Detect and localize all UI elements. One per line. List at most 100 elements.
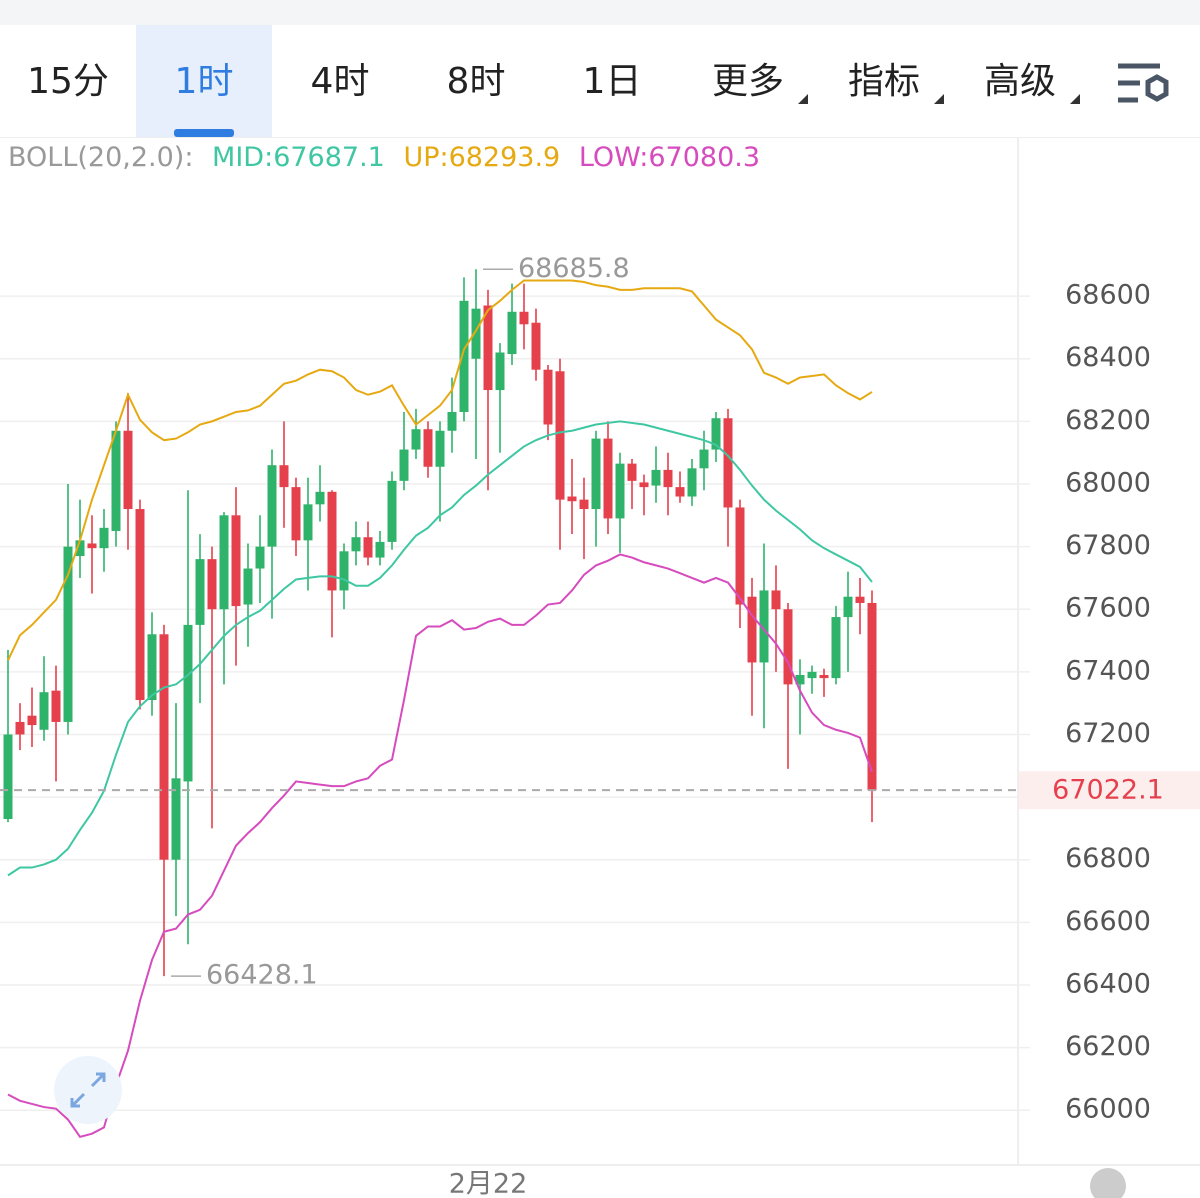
candle-body <box>651 469 661 486</box>
candle-body <box>351 537 361 552</box>
y-tick-label: 67400 <box>1065 655 1151 686</box>
y-tick-label: 68600 <box>1065 280 1151 311</box>
candle-body <box>51 690 61 722</box>
candle-body <box>603 438 613 519</box>
candle-body <box>723 418 733 508</box>
candle-body <box>411 429 421 450</box>
y-tick-label: 67800 <box>1065 530 1151 561</box>
tab-label: 8时 <box>447 61 506 102</box>
plot: 6600066200664006660066800670006720067400… <box>0 253 1200 1198</box>
y-tick-label: 68400 <box>1065 342 1151 373</box>
candle-body <box>171 778 181 860</box>
settings-icon[interactable] <box>1118 63 1169 103</box>
expand-bg <box>54 1056 122 1124</box>
candle-body <box>627 463 637 481</box>
candle-body <box>99 527 109 549</box>
tab[interactable]: 8时 <box>447 61 506 102</box>
candle-body <box>447 411 457 431</box>
boll-line <box>7 420 873 877</box>
candle-body <box>831 617 841 679</box>
dropdown-caret <box>934 94 944 104</box>
candle-body <box>375 541 385 558</box>
candle-body <box>327 491 337 591</box>
candle-body <box>207 559 217 610</box>
tab[interactable]: 高级 <box>984 61 1080 104</box>
candle-body <box>795 674 805 685</box>
candle-body <box>423 429 433 467</box>
candle-body <box>39 692 49 730</box>
candle-body <box>771 590 781 610</box>
candle-body <box>399 449 409 481</box>
candle-body <box>195 559 205 625</box>
candle-body <box>471 308 481 359</box>
tab[interactable]: 指标 <box>848 61 944 104</box>
candle-body <box>123 430 133 510</box>
candle-body <box>819 674 829 679</box>
candle-body <box>531 322 541 370</box>
candle-body <box>783 609 793 685</box>
candle-body <box>519 311 529 325</box>
candle-body <box>843 596 853 618</box>
dropdown-caret <box>1070 94 1080 104</box>
candle-body <box>183 624 193 782</box>
extreme-label: 68685.8 <box>518 253 630 284</box>
legend-value: 67687.1 <box>273 142 385 173</box>
legend-title: BOLL(20,2.0): <box>8 142 193 173</box>
candle-body <box>639 482 649 488</box>
candle-body <box>483 305 493 391</box>
candle-body <box>63 546 73 722</box>
candle-body <box>867 602 877 791</box>
tab-active-bg <box>136 25 272 137</box>
candle-body <box>591 438 601 510</box>
candle-body <box>687 468 697 497</box>
y-tick-label: 68200 <box>1065 405 1151 436</box>
y-tick-label: 66200 <box>1065 1031 1151 1062</box>
candle-body <box>855 596 865 603</box>
tab[interactable]: 1时 <box>136 25 272 137</box>
candle-body <box>507 311 517 355</box>
tab[interactable]: 15分 <box>27 61 109 102</box>
tab[interactable]: 1日 <box>583 61 642 102</box>
tab[interactable]: 更多 <box>712 61 808 104</box>
tab-underline <box>174 129 234 137</box>
candle-body <box>759 590 769 663</box>
tab-label: 高级 <box>984 61 1056 102</box>
last-price-bg <box>1019 771 1200 810</box>
icon-gear <box>1145 74 1169 102</box>
tab-label: 4时 <box>311 61 370 102</box>
candle-body <box>27 715 37 726</box>
tab[interactable]: 4时 <box>311 61 370 102</box>
candle-body <box>159 634 169 860</box>
candle-body <box>807 671 817 679</box>
y-tick-label: 67200 <box>1065 718 1151 749</box>
expand-icon <box>70 1072 106 1108</box>
expand-button[interactable] <box>54 1056 122 1124</box>
candle-body <box>543 369 553 425</box>
legend-value: 67080.3 <box>648 142 760 173</box>
candle-body <box>219 515 229 610</box>
candle-body <box>87 543 97 549</box>
candle-body <box>255 546 265 569</box>
y-tick-label: 68000 <box>1065 467 1151 498</box>
candle-body <box>363 537 373 558</box>
y-tick-label: 67600 <box>1065 593 1151 624</box>
indicator-legend: BOLL(20,2.0): MID:67687.1 UP:68293.9 LOW… <box>8 142 760 173</box>
candle-body <box>663 469 673 488</box>
candle-body <box>735 507 745 605</box>
candle-body <box>147 634 157 701</box>
candle-body <box>111 430 121 531</box>
candle-body <box>291 487 301 541</box>
tab-divider <box>0 137 1200 138</box>
candle-body <box>555 371 565 500</box>
last-price-label: 67022.1 <box>1052 775 1164 806</box>
candle-body <box>315 491 325 505</box>
tab-label: 指标 <box>848 61 920 102</box>
legend-name: LOW: <box>579 142 649 173</box>
candle-body <box>615 463 625 519</box>
candle-body <box>699 449 709 469</box>
x-tick-label: 2月22 <box>449 1169 528 1198</box>
extreme-label: 66428.1 <box>206 960 318 991</box>
candle-body <box>435 430 445 467</box>
candle-body <box>567 496 577 502</box>
